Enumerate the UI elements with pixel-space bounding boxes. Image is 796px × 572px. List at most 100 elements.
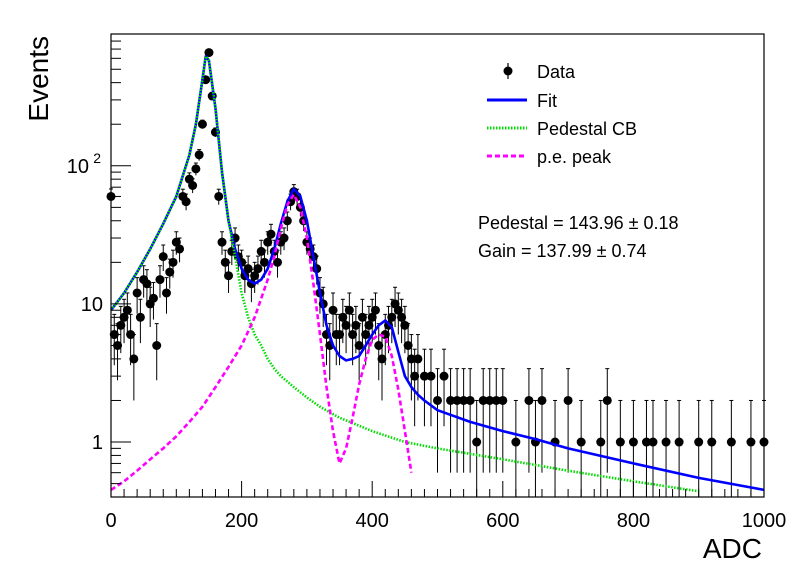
data-point: [168, 257, 178, 267]
data-point: [122, 305, 132, 315]
data-point: [354, 340, 364, 350]
data-point: [364, 320, 374, 330]
data-point: [628, 437, 638, 447]
data-point: [367, 312, 377, 322]
data-point: [410, 371, 420, 381]
data-point: [707, 437, 717, 447]
y-tick-label: 10: [81, 294, 103, 316]
data-point: [452, 395, 462, 405]
y-tick-exponent: 2: [93, 150, 101, 166]
data-point: [204, 48, 214, 58]
data-point: [615, 437, 625, 447]
pedestal-cb-line: [109, 55, 699, 493]
data-point: [387, 312, 397, 322]
data-point: [214, 191, 224, 201]
legend-data-marker: [503, 66, 513, 76]
legend-entry-data: Data: [503, 62, 576, 82]
data-point: [155, 275, 165, 285]
x-tick-label: 200: [225, 510, 258, 532]
data-point: [485, 395, 495, 405]
data-point: [158, 252, 168, 262]
y-tick-label: 10: [67, 156, 89, 178]
data-point: [351, 320, 361, 330]
data-point: [374, 340, 384, 350]
data-point: [472, 437, 482, 447]
data-point: [132, 288, 142, 298]
gain-error: 0.74: [612, 241, 647, 261]
data-point: [217, 237, 227, 247]
data-point: [648, 437, 658, 447]
data-point: [135, 312, 145, 322]
data-point: [273, 257, 283, 267]
data-point: [165, 267, 175, 277]
data-point: [220, 257, 230, 267]
data-point: [726, 437, 736, 447]
legend-label-fit: Fit: [537, 91, 557, 111]
data-point: [377, 354, 387, 364]
data-point: [148, 293, 158, 303]
data-point: [152, 340, 162, 350]
data-point: [142, 279, 152, 289]
data-point: [459, 395, 469, 405]
fit-result-gain: Gain = 137.99 ± 0.74: [478, 241, 647, 261]
x-tick-label: 1000: [742, 510, 787, 532]
x-tick-label: 800: [617, 510, 650, 532]
data-point: [393, 305, 403, 315]
gain-value: 137.99: [537, 241, 592, 261]
legend-label-pe-peak: p.e. peak: [537, 147, 612, 167]
data-point: [537, 395, 547, 405]
data-point: [370, 305, 380, 315]
gain-label: Gain: [478, 241, 516, 261]
data-point: [253, 264, 263, 274]
data-point: [478, 395, 488, 405]
data-point: [491, 395, 501, 405]
x-axis-label: ADC: [703, 533, 762, 564]
data-point: [224, 271, 234, 281]
pedestal-value: 143.96: [569, 213, 624, 233]
data-point: [266, 229, 276, 239]
legend-label-pedestal: Pedestal CB: [537, 119, 637, 139]
data-point: [126, 330, 136, 340]
data-point: [403, 340, 413, 350]
fit-line: [109, 55, 765, 492]
data-point: [259, 257, 269, 267]
fit-results: Pedestal = 143.96 ± 0.18 Gain = 137.99 ±…: [478, 213, 679, 261]
legend-label-data: Data: [537, 62, 576, 82]
data-point: [341, 320, 351, 330]
data-point: [338, 312, 348, 322]
data-point: [746, 437, 756, 447]
x-tick-label: 600: [486, 510, 519, 532]
data-point: [282, 216, 292, 226]
pedestal-label: Pedestal: [478, 213, 548, 233]
data-point: [596, 437, 606, 447]
data-point: [524, 395, 534, 405]
data-point: [413, 354, 423, 364]
x-tick-label: 0: [105, 510, 116, 532]
legend-entry-pe-peak: p.e. peak: [487, 147, 612, 167]
y-axis-label: Events: [23, 36, 54, 122]
data-point: [641, 437, 651, 447]
data-point: [400, 320, 410, 330]
data-point: [602, 395, 612, 405]
pedestal-error: 0.18: [644, 213, 679, 233]
fit-result-pedestal: Pedestal = 143.96 ± 0.18: [478, 213, 679, 233]
data-point: [250, 271, 260, 281]
data-point: [439, 371, 449, 381]
pe-peak-line: [110, 193, 413, 491]
data-point: [197, 119, 207, 129]
data-point: [119, 312, 129, 322]
data-point: [361, 330, 371, 340]
data-point: [181, 197, 191, 207]
x-tick-label: 400: [356, 510, 389, 532]
data-point: [344, 305, 354, 315]
data-point: [433, 395, 442, 405]
data-point: [243, 264, 253, 274]
data-point: [694, 437, 704, 447]
data-point: [171, 237, 181, 247]
data-point: [263, 237, 273, 247]
data-point: [175, 244, 185, 254]
data-point: [576, 437, 586, 447]
data-point: [498, 395, 508, 405]
